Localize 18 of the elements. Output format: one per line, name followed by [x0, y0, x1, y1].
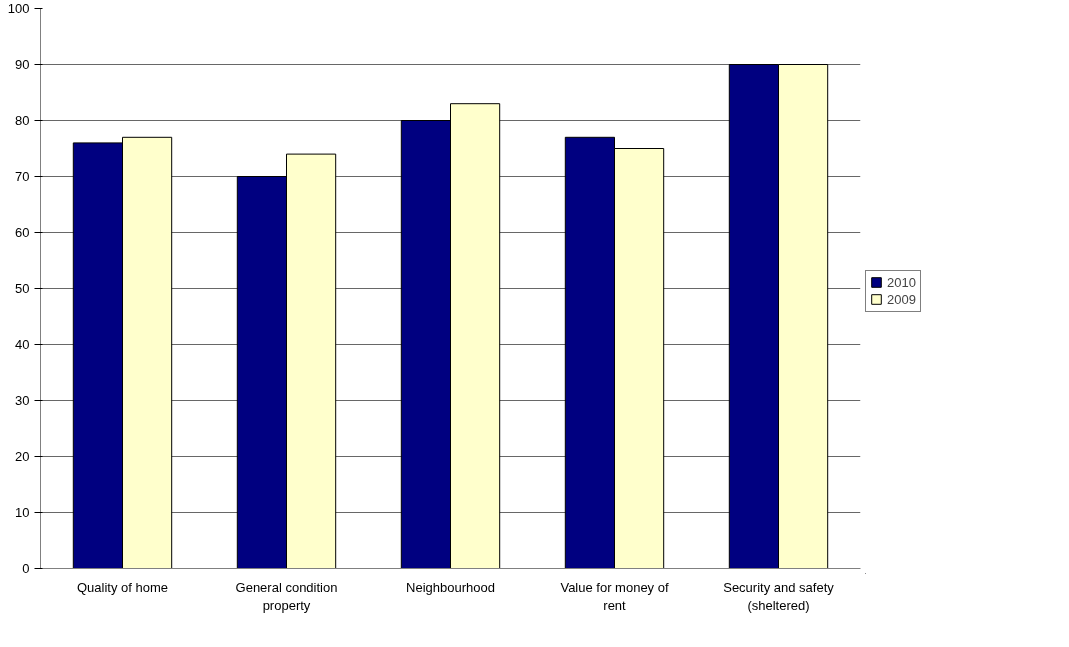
- x-tick-label: Value for money of rent: [560, 579, 669, 613]
- x-tick-label: Neighbourhood: [406, 579, 495, 595]
- y-tick-label: 40: [15, 337, 30, 352]
- y-tick-label: 100: [7, 1, 30, 16]
- y-tick-label: 80: [15, 113, 30, 128]
- y-tick-label: 10: [15, 505, 30, 520]
- legend-label: 2010: [887, 274, 916, 290]
- x-tick-label: Security and safety (sheltered): [723, 579, 835, 613]
- y-tick-label: 30: [15, 393, 30, 408]
- y-tick-label: 20: [15, 449, 30, 464]
- x-tick-label: Quality of home: [76, 579, 169, 595]
- legend-label: 2009: [887, 291, 916, 307]
- x-tick-label: General condition property: [235, 579, 338, 613]
- y-tick-label: 90: [15, 57, 30, 72]
- y-tick-label: 60: [15, 225, 30, 240]
- y-tick-label: 50: [15, 281, 30, 296]
- y-tick-label: 0: [22, 561, 30, 576]
- y-tick-label: 70: [15, 169, 30, 184]
